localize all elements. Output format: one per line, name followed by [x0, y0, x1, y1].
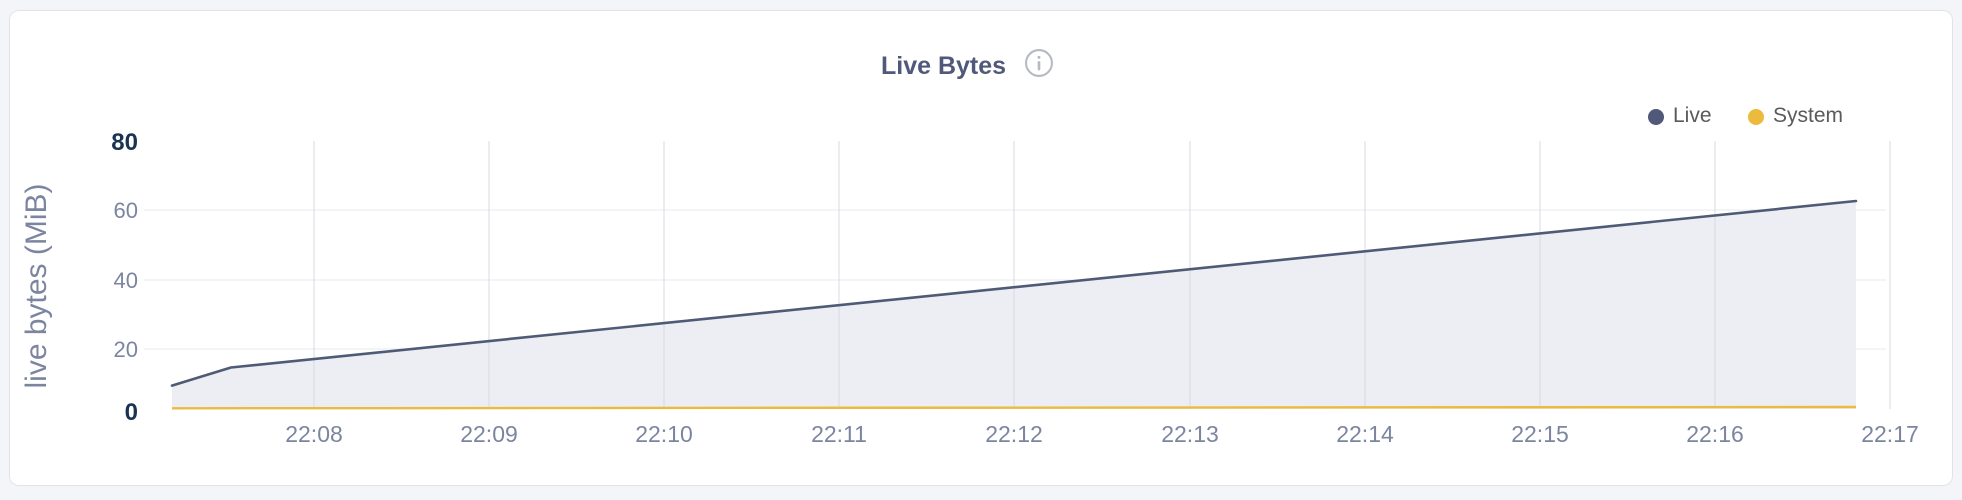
svg-text:0: 0 [125, 399, 138, 426]
svg-text:60: 60 [114, 198, 138, 223]
svg-text:22:11: 22:11 [811, 421, 867, 447]
svg-text:22:13: 22:13 [1161, 421, 1219, 447]
svg-text:40: 40 [114, 268, 138, 293]
svg-text:live bytes (MiB): live bytes (MiB) [20, 183, 53, 388]
svg-text:22:12: 22:12 [985, 421, 1043, 447]
svg-text:20: 20 [114, 337, 138, 362]
svg-text:22:10: 22:10 [635, 421, 693, 447]
svg-text:22:15: 22:15 [1511, 421, 1569, 447]
svg-text:22:14: 22:14 [1336, 421, 1394, 447]
svg-text:80: 80 [111, 129, 138, 156]
svg-text:22:17: 22:17 [1861, 421, 1919, 447]
svg-text:22:16: 22:16 [1686, 421, 1744, 447]
svg-text:22:09: 22:09 [460, 421, 518, 447]
svg-text:22:08: 22:08 [285, 421, 343, 447]
